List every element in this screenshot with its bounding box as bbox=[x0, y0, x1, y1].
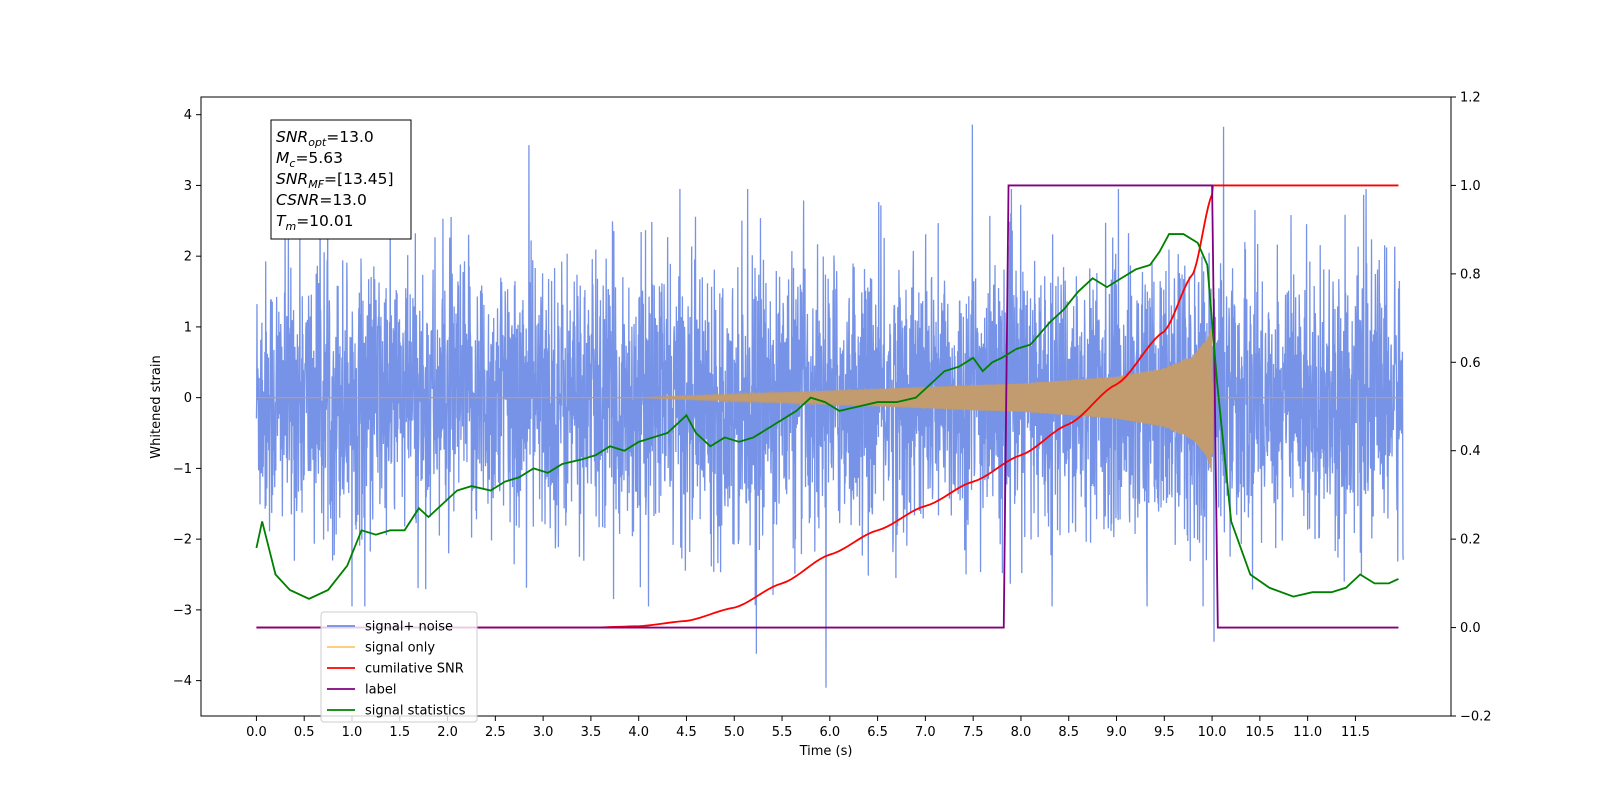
info-line: SNRopt=13.0 bbox=[276, 128, 374, 149]
legend-label: signal+ noise bbox=[365, 620, 453, 635]
x-tick-label: 2.5 bbox=[485, 725, 506, 740]
legend-label: cumilative SNR bbox=[365, 662, 464, 677]
y-tick-label: 0 bbox=[184, 391, 192, 406]
x-tick-label: 7.5 bbox=[963, 725, 984, 740]
x-axis-label: Time (s) bbox=[799, 744, 853, 759]
y-tick-label: 1 bbox=[184, 320, 192, 335]
legend: signal+ noise signal only cumilative SNR la… bbox=[320, 611, 478, 723]
x-tick-label: 0.0 bbox=[246, 725, 267, 740]
y-axis-label: Whitened strain bbox=[149, 355, 164, 458]
y-tick-label: 3 bbox=[184, 179, 192, 194]
info-box: SNRopt=13.0Mc=5.63SNRMF=[13.45]CSNR=13.0… bbox=[270, 119, 412, 240]
info-line: Tm=10.01 bbox=[276, 212, 354, 233]
x-tick-label: 1.5 bbox=[389, 725, 410, 740]
y-tick-label: −1 bbox=[173, 462, 192, 477]
x-tick-label: 10.0 bbox=[1198, 725, 1227, 740]
y-tick-label: 2 bbox=[184, 250, 192, 265]
x-tick-label: 11.5 bbox=[1341, 725, 1370, 740]
legend-label: signal statistics bbox=[365, 704, 466, 719]
y2-tick-label: 0.6 bbox=[1460, 356, 1481, 371]
x-tick-label: 0.5 bbox=[294, 725, 315, 740]
info-line: Mc=5.63 bbox=[276, 149, 343, 170]
y2-tick-label: 1.2 bbox=[1460, 91, 1481, 106]
series-cumulative-snr bbox=[256, 184, 1399, 629]
y-axis-right: −0.2 0.0 0.2 0.4 0.6 0.8 1.0 1.2 bbox=[1451, 91, 1492, 725]
y2-tick-label: 0.2 bbox=[1460, 533, 1481, 548]
x-tick-label: 9.5 bbox=[1154, 725, 1175, 740]
y-tick-label: −4 bbox=[173, 674, 192, 689]
x-tick-label: 2.0 bbox=[437, 725, 458, 740]
x-tick-label: 10.5 bbox=[1245, 725, 1274, 740]
series-signal-only bbox=[256, 323, 1404, 473]
x-tick-label: 3.0 bbox=[533, 725, 554, 740]
x-axis: 0.0 0.5 1.0 1.5 2.0 2.5 3.0 3.5 4.0 4.5 5.0 5.5 6.0 6… bbox=[246, 716, 1370, 740]
x-tick-label: 11.0 bbox=[1293, 725, 1322, 740]
x-tick-label: 5.0 bbox=[724, 725, 745, 740]
y-tick-label: −3 bbox=[173, 603, 192, 618]
info-line: CSNR=13.0 bbox=[276, 191, 367, 209]
series-label bbox=[256, 184, 1399, 629]
series-signal-statistics bbox=[255, 233, 1399, 600]
legend-frame bbox=[320, 611, 478, 723]
y2-tick-label: −0.2 bbox=[1460, 710, 1492, 725]
series-layer bbox=[255, 124, 1404, 688]
y-tick-label: 4 bbox=[184, 108, 192, 123]
x-tick-label: 7.0 bbox=[915, 725, 936, 740]
legend-label: signal only bbox=[365, 641, 435, 656]
legend-label: label bbox=[365, 683, 396, 698]
y2-tick-label: 1.0 bbox=[1460, 179, 1481, 194]
info-line: SNRMF=[13.45] bbox=[276, 170, 394, 191]
x-tick-label: 3.5 bbox=[581, 725, 602, 740]
y2-tick-label: 0.0 bbox=[1460, 621, 1481, 636]
x-tick-label: 6.5 bbox=[867, 725, 888, 740]
plot-frame bbox=[200, 96, 1452, 717]
y2-tick-label: 0.4 bbox=[1460, 444, 1481, 459]
x-tick-label: 4.5 bbox=[676, 725, 697, 740]
series-signal-plus-noise bbox=[255, 124, 1404, 688]
x-tick-label: 5.5 bbox=[772, 725, 793, 740]
x-tick-label: 1.0 bbox=[342, 725, 363, 740]
x-tick-label: 4.0 bbox=[628, 725, 649, 740]
info-box-frame bbox=[270, 119, 412, 240]
y-axis-left: −4 −3 −2 −1 0 1 2 3 4 bbox=[173, 108, 201, 689]
y-tick-label: −2 bbox=[173, 533, 192, 548]
y2-tick-label: 0.8 bbox=[1460, 267, 1481, 282]
x-tick-label: 8.0 bbox=[1011, 725, 1032, 740]
x-tick-label: 9.0 bbox=[1106, 725, 1127, 740]
x-tick-label: 6.0 bbox=[819, 725, 840, 740]
x-tick-label: 8.5 bbox=[1058, 725, 1079, 740]
